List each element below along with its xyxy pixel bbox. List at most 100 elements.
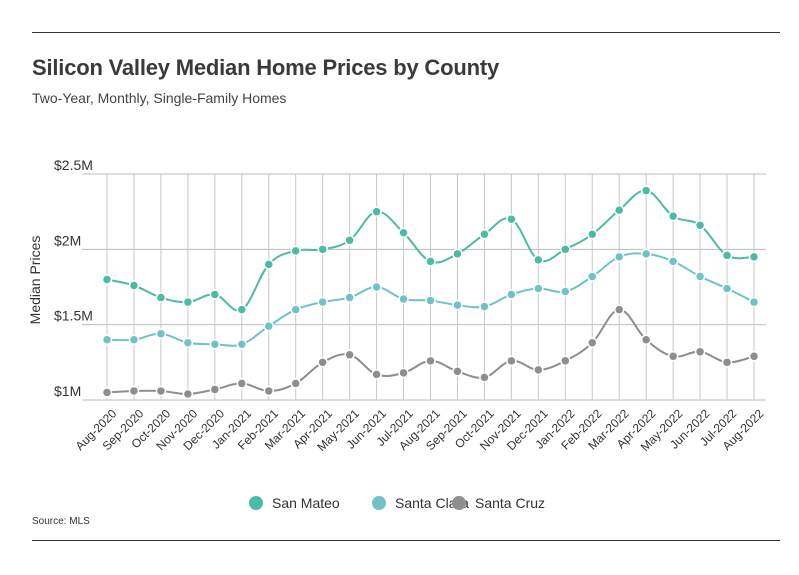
source-note: Source: MLS — [32, 516, 90, 527]
data-point — [344, 349, 355, 361]
data-point — [209, 384, 221, 395]
top-rule — [32, 32, 780, 33]
data-point — [371, 369, 382, 380]
data-point — [317, 357, 328, 368]
data-point — [640, 248, 652, 260]
data-point — [155, 292, 167, 303]
data-point — [667, 256, 679, 267]
legend-swatch — [452, 496, 466, 510]
data-point — [101, 334, 113, 345]
data-point — [290, 245, 301, 257]
data-point — [560, 286, 571, 297]
data-point — [721, 357, 733, 368]
data-point — [236, 378, 248, 389]
data-point — [694, 346, 706, 358]
series-san-mateo — [101, 185, 760, 315]
data-point — [533, 254, 544, 266]
data-point — [398, 293, 409, 305]
data-point — [236, 304, 248, 315]
data-point — [317, 296, 328, 308]
y-tick-label: $1M — [54, 383, 81, 399]
y-tick-label: $2M — [54, 232, 81, 248]
bottom-rule — [32, 540, 780, 541]
data-point — [748, 251, 760, 263]
data-point — [452, 299, 463, 311]
data-point — [263, 259, 274, 270]
y-tick-label: $1.5M — [54, 308, 93, 324]
data-point — [721, 283, 733, 294]
data-point — [479, 301, 490, 312]
y-axis-label: Median Prices — [27, 236, 43, 325]
data-point — [748, 351, 760, 362]
legend-label: Santa Cruz — [475, 495, 545, 511]
data-point — [236, 339, 248, 350]
data-point — [452, 366, 463, 377]
data-point — [506, 355, 517, 367]
data-point — [587, 229, 598, 240]
data-point — [587, 337, 598, 348]
data-point — [398, 227, 409, 239]
data-point — [425, 256, 436, 267]
chart-title: Silicon Valley Median Home Prices by Cou… — [32, 55, 499, 80]
data-point — [182, 388, 194, 400]
series-group — [101, 185, 760, 400]
legend-swatch — [249, 496, 263, 510]
y-tick-labels: $1M $1.5M $2M $2.5M — [54, 157, 93, 399]
data-point — [155, 385, 167, 397]
data-point — [425, 355, 436, 367]
data-point — [613, 204, 625, 216]
data-point — [587, 271, 598, 282]
data-point — [398, 367, 409, 379]
data-point — [182, 337, 194, 348]
data-point — [209, 339, 221, 350]
data-point — [452, 248, 463, 260]
data-point — [640, 185, 652, 196]
data-point — [479, 372, 490, 383]
data-point — [613, 251, 625, 263]
y-tick-label: $2.5M — [54, 157, 93, 173]
legend-swatch — [372, 496, 386, 510]
data-point — [290, 304, 301, 315]
data-point — [290, 378, 301, 389]
data-point — [506, 289, 517, 300]
data-point — [506, 213, 517, 225]
data-point — [182, 296, 194, 308]
legend-item: Santa Clara — [372, 495, 469, 511]
data-point — [560, 244, 571, 255]
data-point — [101, 274, 113, 285]
x-tick-labels: Aug-2020Sep-2020Oct-2020Nov-2020Dec-2020… — [73, 406, 767, 454]
data-point — [209, 289, 221, 300]
legend-item: Santa Cruz — [452, 495, 545, 511]
data-point — [613, 304, 625, 315]
data-point — [533, 283, 544, 294]
series-santa-clara — [101, 248, 760, 350]
data-point — [128, 334, 140, 345]
data-point — [101, 387, 113, 398]
data-point — [263, 385, 274, 397]
data-point — [263, 320, 274, 332]
data-point — [425, 295, 436, 306]
data-point — [128, 280, 140, 291]
legend-item: San Mateo — [249, 495, 340, 511]
data-point — [640, 334, 652, 345]
legend-label: San Mateo — [272, 495, 340, 511]
legend-label: Santa Clara — [395, 495, 469, 511]
data-point — [748, 296, 760, 308]
series-santa-cruz — [101, 304, 760, 400]
data-point — [533, 364, 544, 376]
data-point — [667, 210, 679, 222]
data-point — [479, 229, 490, 240]
data-point — [155, 328, 167, 339]
data-point — [344, 292, 355, 303]
data-point — [317, 244, 328, 255]
legend: San Mateo Santa Clara Santa Cruz — [249, 495, 545, 511]
data-point — [721, 250, 733, 261]
data-point — [694, 219, 706, 231]
data-point — [560, 355, 571, 367]
data-point — [667, 351, 679, 362]
chart-subtitle: Two-Year, Monthly, Single-Family Homes — [32, 90, 287, 106]
data-point — [371, 281, 382, 293]
data-point — [344, 235, 355, 246]
data-point — [694, 271, 706, 282]
